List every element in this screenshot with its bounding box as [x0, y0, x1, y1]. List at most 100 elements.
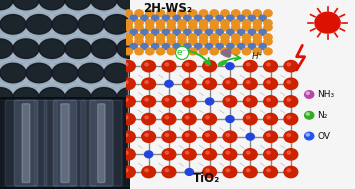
Circle shape — [287, 116, 290, 119]
Circle shape — [264, 60, 278, 72]
Circle shape — [145, 63, 148, 66]
FancyBboxPatch shape — [34, 100, 96, 186]
Circle shape — [223, 131, 237, 142]
Circle shape — [167, 20, 175, 26]
Circle shape — [135, 24, 143, 31]
Circle shape — [125, 169, 128, 172]
Text: N₂: N₂ — [317, 111, 328, 120]
FancyBboxPatch shape — [70, 100, 132, 186]
Circle shape — [284, 113, 298, 125]
Circle shape — [0, 35, 18, 62]
Circle shape — [124, 34, 132, 41]
Circle shape — [244, 78, 257, 89]
FancyBboxPatch shape — [44, 100, 86, 186]
Circle shape — [305, 91, 314, 98]
Circle shape — [242, 24, 251, 31]
Circle shape — [186, 116, 189, 119]
Circle shape — [162, 131, 176, 142]
Circle shape — [142, 131, 155, 142]
Circle shape — [221, 10, 229, 17]
Circle shape — [244, 96, 257, 107]
Circle shape — [264, 20, 272, 26]
Circle shape — [145, 81, 148, 84]
Circle shape — [39, 88, 65, 107]
Circle shape — [189, 10, 197, 17]
Circle shape — [162, 149, 176, 160]
Circle shape — [231, 20, 240, 26]
Circle shape — [216, 29, 223, 35]
Circle shape — [182, 113, 196, 125]
Circle shape — [189, 38, 197, 45]
Circle shape — [227, 29, 234, 35]
Circle shape — [26, 15, 52, 34]
Circle shape — [39, 0, 65, 10]
Circle shape — [284, 96, 298, 107]
Circle shape — [223, 96, 237, 107]
Circle shape — [73, 59, 109, 87]
FancyBboxPatch shape — [14, 100, 38, 186]
Ellipse shape — [218, 61, 226, 66]
Circle shape — [185, 169, 193, 175]
Circle shape — [21, 11, 57, 38]
Circle shape — [226, 134, 230, 136]
Circle shape — [117, 0, 143, 10]
FancyBboxPatch shape — [53, 100, 77, 186]
Circle shape — [141, 43, 148, 50]
Circle shape — [121, 131, 135, 142]
Circle shape — [182, 149, 196, 160]
Circle shape — [253, 10, 261, 17]
Circle shape — [130, 15, 137, 21]
Circle shape — [124, 20, 132, 26]
Circle shape — [157, 20, 165, 26]
Circle shape — [223, 149, 237, 160]
Circle shape — [78, 15, 104, 34]
Circle shape — [135, 34, 143, 41]
Circle shape — [112, 84, 148, 111]
Circle shape — [86, 0, 122, 14]
Circle shape — [210, 10, 218, 17]
Circle shape — [242, 20, 251, 26]
Circle shape — [142, 60, 155, 72]
Circle shape — [253, 38, 261, 45]
Circle shape — [287, 81, 290, 84]
Circle shape — [121, 113, 135, 125]
Circle shape — [157, 10, 165, 17]
Circle shape — [226, 49, 230, 52]
Circle shape — [264, 78, 278, 89]
Text: e⁻: e⁻ — [177, 48, 187, 57]
Circle shape — [305, 112, 314, 119]
Circle shape — [246, 63, 250, 66]
Circle shape — [231, 10, 240, 17]
Circle shape — [267, 63, 270, 66]
Circle shape — [264, 131, 278, 142]
Circle shape — [189, 48, 197, 55]
Circle shape — [284, 60, 298, 72]
Circle shape — [231, 34, 240, 41]
Circle shape — [121, 96, 135, 107]
Circle shape — [13, 88, 39, 107]
Circle shape — [165, 80, 173, 87]
Circle shape — [267, 116, 270, 119]
Circle shape — [162, 43, 170, 50]
Circle shape — [8, 84, 44, 111]
Circle shape — [8, 0, 44, 14]
Text: TiO₂: TiO₂ — [192, 172, 220, 185]
Circle shape — [104, 15, 130, 34]
Circle shape — [165, 63, 169, 66]
Circle shape — [248, 43, 256, 50]
Circle shape — [284, 149, 298, 160]
Circle shape — [173, 43, 180, 50]
Circle shape — [165, 134, 169, 136]
Circle shape — [200, 34, 208, 41]
Circle shape — [221, 48, 229, 55]
Circle shape — [223, 78, 237, 89]
Circle shape — [157, 38, 165, 45]
Circle shape — [264, 34, 272, 41]
Circle shape — [306, 133, 310, 136]
Circle shape — [203, 113, 217, 125]
Circle shape — [145, 134, 148, 136]
Circle shape — [242, 38, 251, 45]
Circle shape — [0, 15, 26, 34]
Circle shape — [125, 116, 128, 119]
Circle shape — [162, 166, 176, 178]
